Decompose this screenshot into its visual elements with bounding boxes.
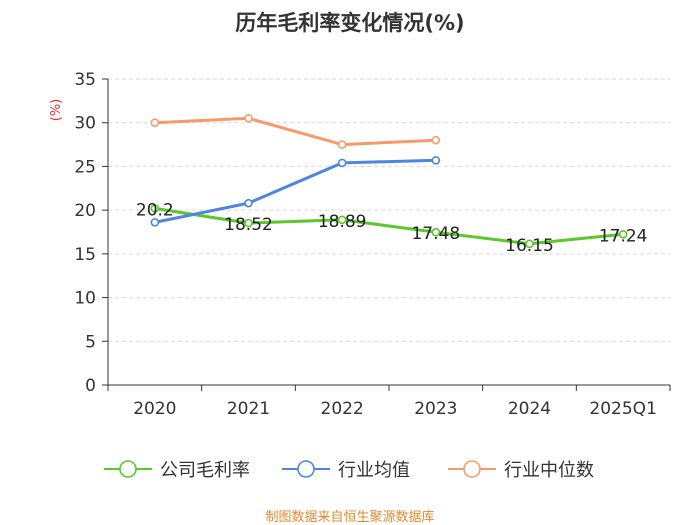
source-note: 制图数据来自恒生聚源数据库 bbox=[265, 509, 434, 525]
data-label: 20.2 bbox=[136, 200, 174, 220]
series-line-2 bbox=[154, 116, 436, 147]
y-tick-label: 20 bbox=[74, 201, 96, 221]
data-label: 16.15 bbox=[505, 236, 554, 256]
chart-title: 历年毛利率变化情况(%) bbox=[235, 11, 464, 35]
y-axis-unit-label: (%) bbox=[49, 99, 64, 122]
x-tick-label: 2023 bbox=[414, 399, 457, 419]
data-label: 17.24 bbox=[599, 226, 648, 246]
data-point-marker bbox=[244, 114, 253, 123]
x-tick-label: 2021 bbox=[227, 399, 270, 419]
y-tick-label: 35 bbox=[74, 70, 96, 90]
data-point-marker bbox=[337, 158, 347, 168]
y-tick-label: 30 bbox=[74, 114, 96, 134]
x-tick-label: 2025Q1 bbox=[589, 399, 656, 419]
y-tick-label: 0 bbox=[85, 376, 96, 396]
axes: 0 5 10 15 20 25 30 35 2020 2021 2022 2023 2024 2025Q1 bbox=[74, 70, 671, 419]
series-line-0 bbox=[154, 206, 624, 246]
data-label: 18.89 bbox=[318, 212, 367, 232]
data-point-marker bbox=[431, 135, 441, 145]
data-labels: 20.2 18.52 18.89 17.48 16.15 17.24 bbox=[136, 200, 648, 255]
data-point-marker bbox=[618, 229, 628, 239]
data-point-marker bbox=[150, 204, 160, 213]
data-point-marker bbox=[150, 118, 160, 128]
data-point-marker bbox=[337, 215, 347, 225]
legend-marker-icon bbox=[463, 460, 481, 478]
data-point-marker bbox=[337, 140, 347, 149]
legend-label: 行业均值 bbox=[338, 460, 410, 481]
grid-lines bbox=[108, 78, 670, 342]
data-point-marker bbox=[244, 198, 253, 208]
y-tick-label: 5 bbox=[85, 332, 96, 352]
legend-marker-icon bbox=[297, 460, 315, 478]
x-tick-label: 2020 bbox=[133, 399, 176, 419]
series-lines bbox=[150, 114, 628, 249]
data-point-marker bbox=[150, 218, 160, 227]
series-line-1 bbox=[154, 158, 436, 224]
y-tick-label: 25 bbox=[74, 157, 96, 177]
x-tick-label: 2024 bbox=[508, 399, 551, 419]
x-tick-label: 2022 bbox=[321, 399, 364, 419]
legend: 公司毛利率 行业均值 行业中位数 bbox=[104, 460, 594, 481]
data-label: 18.52 bbox=[224, 215, 273, 235]
data-point-marker bbox=[244, 218, 253, 228]
y-tick-label: 10 bbox=[74, 289, 96, 309]
data-point-marker bbox=[525, 239, 534, 249]
data-point-marker bbox=[431, 156, 441, 165]
y-tick-label: 15 bbox=[74, 245, 96, 265]
legend-label: 公司毛利率 bbox=[160, 460, 250, 481]
data-label: 17.48 bbox=[411, 224, 460, 244]
legend-marker-icon bbox=[119, 460, 137, 478]
data-point-marker bbox=[431, 227, 441, 237]
legend-label: 行业中位数 bbox=[504, 460, 594, 481]
